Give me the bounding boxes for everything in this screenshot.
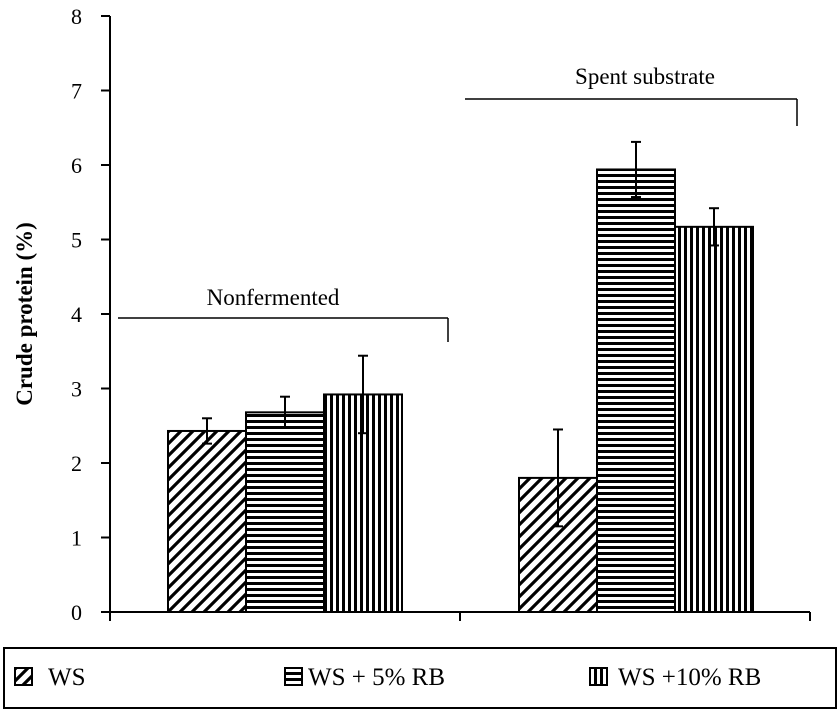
error-bar-3-group-2 [709, 207, 719, 247]
bar-1-group-1 [167, 429, 247, 613]
bars [167, 168, 754, 614]
y-tick-label-3: 3 [71, 377, 82, 402]
legend-item-2: WS + 5% RB [284, 664, 445, 691]
bar-2-group-2 [596, 168, 676, 613]
error-bar-1-group-1 [202, 417, 212, 445]
legend-item-3: WS +10% RB [589, 664, 761, 691]
y-tick-label-2: 2 [71, 451, 82, 476]
group-label-1: Nonfermented [207, 285, 340, 310]
bar-2-group-1 [245, 411, 325, 613]
legend-item-1: WS [14, 664, 86, 691]
error-bar-2-group-2 [631, 140, 641, 199]
legend-label-1: WS [48, 664, 86, 691]
legend-frame [3, 647, 837, 709]
group-bracket-1: Nonfermented [118, 285, 449, 342]
legend: WS WS + 5% RB WS +10% RB [3, 647, 837, 709]
group-bracket-2: Spent substrate [465, 64, 798, 126]
group-brackets: Nonfermented Spent substrate [118, 64, 798, 342]
error-bar-3-group-1 [358, 354, 368, 435]
y-tick-label-6: 6 [71, 153, 82, 178]
y-tick-label-5: 5 [71, 228, 82, 253]
y-axis-label: Crude protein (%) [12, 222, 37, 406]
legend-label-2: WS + 5% RB [308, 664, 445, 691]
legend-swatch-1 [14, 667, 33, 686]
y-tick-label-0: 0 [71, 600, 82, 625]
error-bar-1-group-2 [553, 428, 563, 528]
bar-3-group-2 [674, 225, 754, 614]
y-tick-label-1: 1 [71, 526, 82, 551]
y-tick-label-7: 7 [71, 79, 82, 104]
legend-swatch-3 [589, 667, 608, 686]
error-bars [202, 140, 719, 528]
y-tick-label-4: 4 [71, 302, 82, 327]
group-label-2: Spent substrate [575, 64, 715, 89]
y-tick-label-8: 8 [71, 4, 82, 29]
legend-label-3: WS +10% RB [618, 664, 761, 691]
error-bar-2-group-1 [280, 395, 290, 429]
legend-swatch-2 [284, 667, 303, 686]
